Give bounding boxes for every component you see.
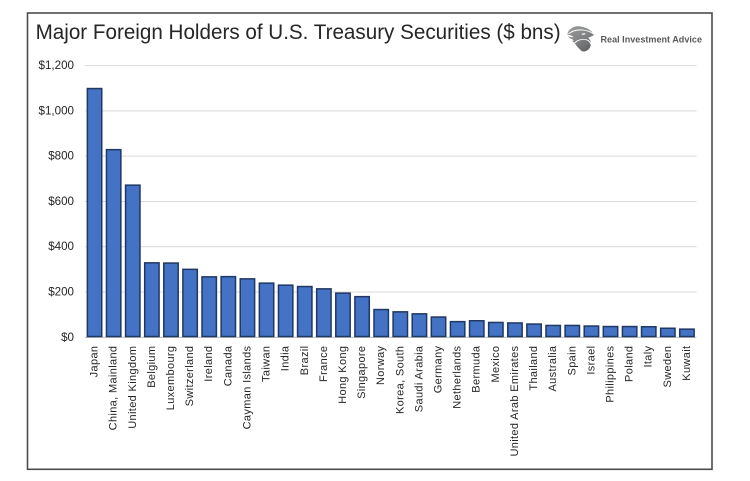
svg-text:$800: $800 — [48, 150, 74, 163]
svg-text:Luxembourg: Luxembourg — [165, 346, 177, 411]
svg-text:India: India — [280, 345, 292, 371]
svg-text:Brazil: Brazil — [299, 346, 311, 376]
svg-text:Norway: Norway — [375, 345, 387, 385]
svg-text:Singapore: Singapore — [356, 346, 368, 399]
svg-text:Korea, South: Korea, South — [394, 346, 406, 414]
svg-text:Thailand: Thailand — [528, 346, 540, 391]
svg-text:Kuwait: Kuwait — [681, 346, 693, 381]
svg-text:Real Investment Advice: Real Investment Advice — [601, 34, 703, 45]
svg-text:United Arab Emirates: United Arab Emirates — [509, 345, 521, 456]
svg-text:Canada: Canada — [222, 345, 234, 386]
svg-text:$1,200: $1,200 — [39, 59, 74, 72]
svg-text:Japan: Japan — [89, 346, 101, 378]
svg-text:Hong Kong: Hong Kong — [337, 346, 349, 404]
svg-text:Major Foreign Holders of U.S.: Major Foreign Holders of U.S. Treasury S… — [36, 20, 561, 44]
svg-text:Poland: Poland — [624, 346, 636, 382]
svg-text:$600: $600 — [48, 195, 74, 208]
svg-text:France: France — [318, 346, 330, 382]
svg-text:$1,000: $1,000 — [39, 104, 74, 117]
svg-text:United Kingdom: United Kingdom — [127, 346, 139, 429]
svg-text:Cayman Islands: Cayman Islands — [241, 345, 253, 429]
svg-text:Italy: Italy — [643, 345, 655, 367]
svg-text:Israel: Israel — [585, 346, 597, 375]
svg-text:Australia: Australia — [547, 345, 559, 391]
svg-text:Philippines: Philippines — [605, 345, 617, 402]
svg-text:Mexico: Mexico — [490, 346, 502, 383]
svg-text:Spain: Spain — [566, 346, 578, 376]
svg-text:$0: $0 — [61, 331, 74, 344]
svg-text:Bermuda: Bermuda — [471, 345, 483, 393]
svg-text:Netherlands: Netherlands — [452, 345, 464, 408]
svg-text:$400: $400 — [48, 240, 74, 253]
svg-text:Ireland: Ireland — [203, 346, 215, 382]
svg-text:Belgium: Belgium — [146, 346, 158, 388]
svg-text:Sweden: Sweden — [662, 346, 674, 388]
svg-text:Switzerland: Switzerland — [184, 346, 196, 407]
svg-text:Saudi Arabia: Saudi Arabia — [413, 345, 425, 412]
svg-text:$200: $200 — [48, 286, 74, 299]
svg-text:Germany: Germany — [433, 345, 445, 393]
svg-text:Taiwan: Taiwan — [261, 346, 273, 382]
svg-text:China, Mainland: China, Mainland — [108, 346, 120, 431]
